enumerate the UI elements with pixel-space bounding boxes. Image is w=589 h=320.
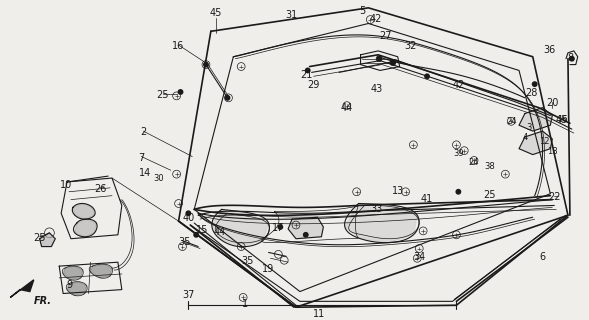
Polygon shape	[39, 233, 55, 246]
Polygon shape	[345, 204, 417, 243]
Text: 16: 16	[173, 41, 185, 51]
Text: 10: 10	[60, 180, 72, 190]
Polygon shape	[67, 282, 87, 295]
Text: 17: 17	[272, 223, 284, 233]
Circle shape	[376, 56, 382, 62]
Circle shape	[390, 60, 396, 66]
Text: 18: 18	[547, 147, 558, 156]
Text: 2: 2	[140, 127, 147, 137]
Text: 20: 20	[546, 98, 558, 108]
Text: 11: 11	[313, 309, 326, 319]
Polygon shape	[75, 219, 97, 237]
Text: 12: 12	[539, 137, 550, 146]
Polygon shape	[10, 280, 34, 297]
Text: 41: 41	[421, 194, 433, 204]
Circle shape	[186, 210, 191, 216]
Polygon shape	[519, 131, 552, 155]
Text: 25: 25	[157, 90, 169, 100]
Text: 13: 13	[392, 186, 404, 196]
Text: 45: 45	[210, 8, 222, 18]
Text: 14: 14	[139, 168, 151, 178]
Circle shape	[532, 81, 538, 87]
Text: 25: 25	[484, 190, 496, 200]
Text: FR.: FR.	[34, 296, 52, 306]
Text: 32: 32	[404, 41, 416, 51]
Circle shape	[178, 89, 183, 95]
Text: 38: 38	[484, 163, 495, 172]
Circle shape	[277, 224, 283, 230]
Polygon shape	[519, 108, 552, 131]
Text: 15: 15	[196, 225, 209, 235]
Text: 39: 39	[453, 149, 464, 158]
Text: 42: 42	[452, 80, 465, 90]
Text: 3: 3	[526, 123, 531, 132]
Text: 24: 24	[469, 158, 479, 167]
Circle shape	[570, 57, 574, 61]
Text: 19: 19	[263, 264, 274, 274]
Text: 33: 33	[370, 204, 382, 213]
Text: 45: 45	[556, 116, 568, 125]
Circle shape	[203, 62, 209, 68]
Circle shape	[193, 232, 199, 238]
Text: 8: 8	[568, 53, 574, 63]
Text: 30: 30	[154, 174, 164, 183]
Text: 37: 37	[182, 290, 194, 300]
Text: 44: 44	[340, 103, 353, 113]
Polygon shape	[212, 209, 269, 246]
Polygon shape	[91, 264, 112, 278]
Polygon shape	[63, 266, 82, 280]
Text: 6: 6	[540, 252, 545, 262]
Text: 43: 43	[370, 84, 382, 94]
Polygon shape	[288, 217, 323, 239]
Text: 26: 26	[94, 184, 107, 194]
Text: 4: 4	[522, 133, 528, 142]
Text: 35: 35	[241, 256, 253, 266]
Text: 29: 29	[307, 80, 320, 90]
Text: 40: 40	[182, 213, 194, 223]
Text: 28: 28	[525, 88, 538, 98]
Text: 25: 25	[34, 233, 46, 243]
Circle shape	[303, 232, 309, 238]
Text: 22: 22	[548, 192, 561, 202]
Text: 21: 21	[300, 70, 313, 80]
Circle shape	[224, 95, 230, 101]
Text: 36: 36	[543, 45, 555, 55]
Polygon shape	[73, 204, 94, 219]
Text: 35: 35	[178, 237, 191, 247]
Text: 34: 34	[413, 252, 425, 262]
Text: 44: 44	[214, 227, 226, 237]
Circle shape	[569, 56, 575, 62]
Text: 7: 7	[138, 153, 144, 163]
Text: 42: 42	[370, 14, 382, 24]
Circle shape	[455, 189, 461, 195]
Circle shape	[424, 73, 430, 79]
Text: 9: 9	[66, 280, 72, 290]
Text: 27: 27	[380, 31, 392, 41]
Text: 16: 16	[557, 116, 567, 124]
Text: 1: 1	[242, 300, 248, 309]
Text: 5: 5	[359, 6, 366, 16]
Circle shape	[305, 68, 310, 73]
Text: 31: 31	[285, 10, 297, 20]
Text: 24: 24	[506, 117, 517, 126]
